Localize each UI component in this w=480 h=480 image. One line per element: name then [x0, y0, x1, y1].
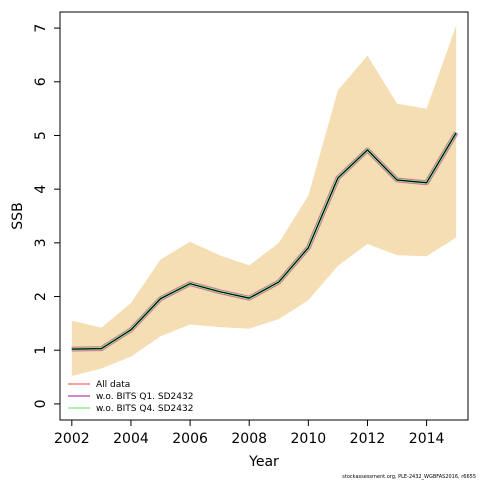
- y-tick-label: 2: [33, 292, 49, 301]
- x-tick-label: 2010: [291, 431, 327, 447]
- x-axis: 2002 2004 2006 2008 2010 2012 2014: [54, 420, 445, 447]
- y-tick-label: 5: [33, 131, 49, 140]
- y-axis: 0 1 2 3 4 5 6 7: [33, 24, 60, 408]
- legend-label: All data: [96, 380, 130, 390]
- x-tick-label: 2014: [409, 431, 445, 447]
- y-tick-label: 3: [33, 238, 49, 247]
- y-axis-title: SSB: [10, 202, 26, 229]
- y-tick-label: 4: [33, 185, 49, 194]
- legend-label: w.o. BITS Q4. SD2432: [96, 404, 193, 414]
- confidence-band: [71, 25, 457, 376]
- y-tick-label: 7: [33, 24, 49, 33]
- confidence-band-layer: [71, 25, 457, 376]
- x-axis-title: Year: [248, 454, 279, 470]
- x-tick-label: 2002: [54, 431, 90, 447]
- x-tick-label: 2006: [172, 431, 208, 447]
- series-layer: [71, 131, 459, 352]
- x-tick-label: 2012: [350, 431, 386, 447]
- x-tick-label: 2008: [231, 431, 267, 447]
- x-tick-label: 2004: [113, 431, 149, 447]
- y-tick-label: 0: [33, 399, 49, 408]
- legend-label: w.o. BITS Q1. SD2432: [96, 392, 193, 402]
- footnote: stockassessment.org, PLE-2432_WGBFAS2016…: [342, 474, 476, 480]
- plot-frame: [59, 11, 469, 421]
- legend: All data w.o. BITS Q1. SD2432 w.o. BITS Q4…: [68, 380, 193, 414]
- y-tick-label: 1: [33, 346, 49, 355]
- ssb-estimate-line: [71, 132, 457, 350]
- y-tick-label: 6: [33, 77, 49, 86]
